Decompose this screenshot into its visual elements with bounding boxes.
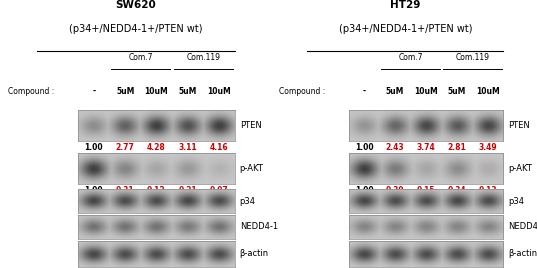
Text: -: - [362,87,366,96]
Text: (p34+/NEDD4-1+/PTEN wt): (p34+/NEDD4-1+/PTEN wt) [339,24,472,34]
Text: 4.16: 4.16 [209,143,228,152]
Text: 4.28: 4.28 [147,143,166,152]
Text: 0.34: 0.34 [448,186,466,195]
Text: 0.21: 0.21 [178,186,197,195]
Text: 0.31: 0.31 [116,186,134,195]
Text: 5uM: 5uM [386,87,404,96]
Text: SW620: SW620 [115,0,156,10]
Text: 2.77: 2.77 [116,143,135,152]
Text: p34: p34 [509,196,525,206]
Text: 0.13: 0.13 [478,186,497,195]
Text: Com.119: Com.119 [455,53,489,62]
Text: 10uM: 10uM [144,87,168,96]
Text: 3.74: 3.74 [417,143,436,152]
Text: 1.00: 1.00 [85,143,103,152]
Text: PTEN: PTEN [509,121,531,130]
Text: (p34+/NEDD4-1+/PTEN wt): (p34+/NEDD4-1+/PTEN wt) [69,24,202,34]
Text: 2.43: 2.43 [386,143,404,152]
Text: 5uM: 5uM [448,87,466,96]
Text: β-actin: β-actin [509,250,537,258]
Text: 1.00: 1.00 [355,186,374,195]
Text: NEDD4-1: NEDD4-1 [240,222,278,232]
Text: NEDD4-1: NEDD4-1 [509,222,537,232]
Text: 0.15: 0.15 [417,186,436,195]
Text: Com.7: Com.7 [128,53,153,62]
Text: PTEN: PTEN [240,121,262,130]
Text: 5uM: 5uM [178,87,197,96]
Text: 0.12: 0.12 [147,186,166,195]
Text: β-actin: β-actin [240,250,269,258]
Text: Compound :: Compound : [279,87,325,96]
Text: 3.49: 3.49 [478,143,497,152]
Text: 0.07: 0.07 [209,186,228,195]
Text: p-AKT: p-AKT [509,164,532,173]
Text: 10uM: 10uM [476,87,500,96]
Text: Compound :: Compound : [8,87,54,96]
Text: 1.00: 1.00 [355,143,374,152]
Text: 2.81: 2.81 [448,143,466,152]
Text: Com.119: Com.119 [186,53,220,62]
Text: 3.11: 3.11 [178,143,197,152]
Text: -: - [92,87,96,96]
Text: 10uM: 10uM [414,87,438,96]
Text: 10uM: 10uM [207,87,231,96]
Text: 1.00: 1.00 [85,186,103,195]
Text: Com.7: Com.7 [398,53,423,62]
Text: HT29: HT29 [390,0,420,10]
Text: 0.39: 0.39 [386,186,404,195]
Text: p-AKT: p-AKT [240,164,264,173]
Text: 5uM: 5uM [116,87,134,96]
Text: p34: p34 [240,196,256,206]
